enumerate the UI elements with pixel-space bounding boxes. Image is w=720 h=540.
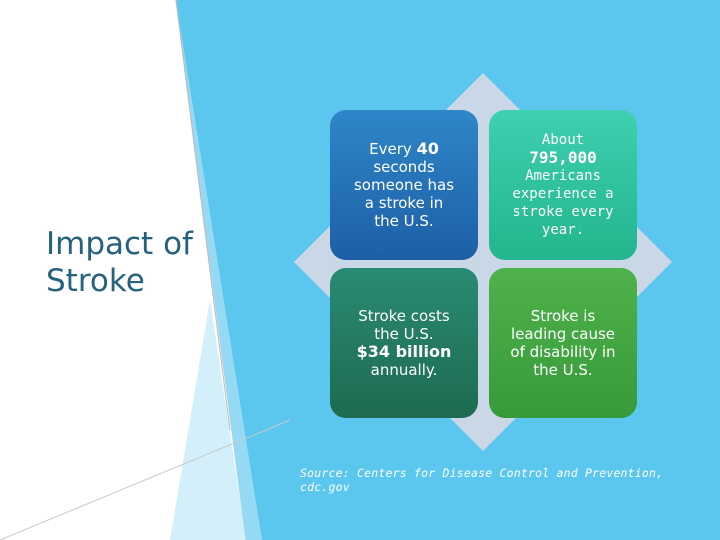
tile-4-line-3: of disability in — [510, 343, 616, 361]
tile-1-line-5: a stroke in — [364, 194, 444, 212]
stat-tile-frequency-line-1: Every 40 — [354, 139, 454, 159]
facet-line-3 — [0, 419, 291, 540]
stat-tile-incidence: About 795,000 Americans experience a str… — [489, 110, 637, 260]
tile-1-line-6: the U.S. — [374, 212, 434, 230]
source-citation: Source: Centers for Disease Control and … — [300, 466, 664, 494]
tile-3-line-1: Stroke costs — [358, 307, 450, 325]
light-facet — [176, 0, 262, 540]
tile-3-amount: $34 billion — [356, 342, 452, 361]
stat-tile-frequency-text: Every 40 seconds someone has a stroke in… — [353, 139, 455, 231]
stat-tile-incidence-text: About 795,000 Americans experience a str… — [512, 131, 613, 239]
tile-2-line-5: stroke every — [512, 204, 614, 220]
slide-title: Impact of Stroke — [46, 226, 236, 300]
stat-tile-disability: Stroke is leading cause of disability in… — [489, 268, 637, 418]
tile-2-line-1: About — [541, 132, 585, 148]
tile-4-line-2: leading cause — [510, 325, 616, 343]
stat-tile-frequency: Every 40 seconds someone has a stroke in… — [330, 110, 478, 260]
facet-line-2 — [175, 0, 231, 431]
tile-3-line-4: annually. — [370, 361, 438, 379]
tile-1-every: Every — [369, 140, 417, 158]
stat-tile-cost-text: Stroke costs the U.S. $34 billion annual… — [357, 307, 452, 379]
title-line-2: Stroke — [46, 263, 145, 299]
tile-3-line-2: the U.S. — [374, 325, 434, 343]
tile-1-line-4: someone has — [353, 176, 455, 194]
tile-2-number: 795,000 — [529, 148, 597, 167]
title-line-1: Impact of — [46, 226, 193, 262]
tile-1-number: 40 — [416, 139, 439, 158]
light-facet-lower — [170, 300, 246, 540]
tile-2-line-3: Americans — [525, 168, 601, 184]
tile-2-line-4: experience a — [512, 186, 614, 202]
stat-tile-cost: Stroke costs the U.S. $34 billion annual… — [330, 268, 478, 418]
tile-1-line-3: seconds — [373, 158, 435, 176]
tile-2-line-6: year. — [541, 222, 585, 238]
white-panel — [0, 0, 246, 540]
tile-4-line-1: Stroke is — [530, 307, 596, 325]
tile-4-line-4: the U.S. — [533, 361, 593, 379]
stat-tile-disability-text: Stroke is leading cause of disability in… — [510, 307, 615, 379]
